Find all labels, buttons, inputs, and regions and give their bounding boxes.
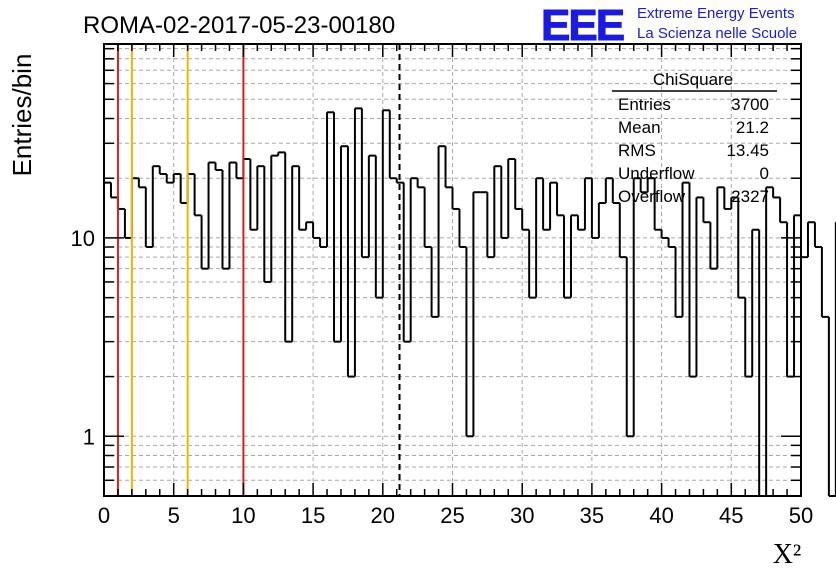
y-axis-label: Entries/bin (7, 54, 37, 177)
axis-ticks (103, 44, 802, 497)
x-axis-label: X² (773, 539, 802, 570)
stat-label-entries: Entries (618, 95, 671, 114)
stat-label-underflow: Underflow (618, 164, 695, 183)
stats-box: ChiSquare Entries 3700 Mean 21.2 RMS 13.… (612, 70, 777, 206)
x-tick-label: 0 (98, 503, 110, 528)
stat-label-rms: RMS (618, 141, 656, 160)
eee-logo: EEE Extreme Energy Events La Scienza nel… (541, 1, 798, 51)
stat-value-mean: 21.2 (736, 118, 769, 137)
stat-value-entries: 3700 (731, 95, 769, 114)
x-tick-label: 5 (168, 503, 180, 528)
x-tick-label: 15 (301, 503, 325, 528)
y-tick-labels: 1 10 (71, 226, 95, 449)
x-tick-label: 30 (510, 503, 534, 528)
stats-title: ChiSquare (653, 70, 733, 89)
logo-mark: EEE (541, 1, 624, 50)
x-tick-label: 20 (371, 503, 395, 528)
x-tick-label: 10 (231, 503, 255, 528)
reference-lines (116, 44, 401, 496)
stat-label-overflow: Overflow (618, 187, 686, 206)
stat-value-rms: 13.45 (726, 141, 769, 160)
y-tick-label: 10 (71, 226, 95, 251)
stat-value-overflow: 2327 (731, 187, 769, 206)
x-tick-label: 35 (580, 503, 604, 528)
x-tick-label: 50 (789, 503, 813, 528)
x-tick-label: 40 (649, 503, 673, 528)
chart-title: ROMA-02-2017-05-23-00180 (83, 12, 395, 39)
x-tick-label: 45 (719, 503, 743, 528)
x-tick-labels: 0 5 10 15 20 25 30 35 40 45 50 (98, 503, 813, 528)
stat-value-underflow: 0 (760, 164, 769, 183)
y-tick-label: 1 (83, 424, 95, 449)
stat-label-mean: Mean (618, 118, 661, 137)
logo-line-1: Extreme Energy Events (637, 5, 795, 22)
x-tick-label: 25 (440, 503, 464, 528)
logo-line-2: La Scienza nelle Scuole (637, 25, 797, 42)
histogram-bars (104, 107, 836, 497)
